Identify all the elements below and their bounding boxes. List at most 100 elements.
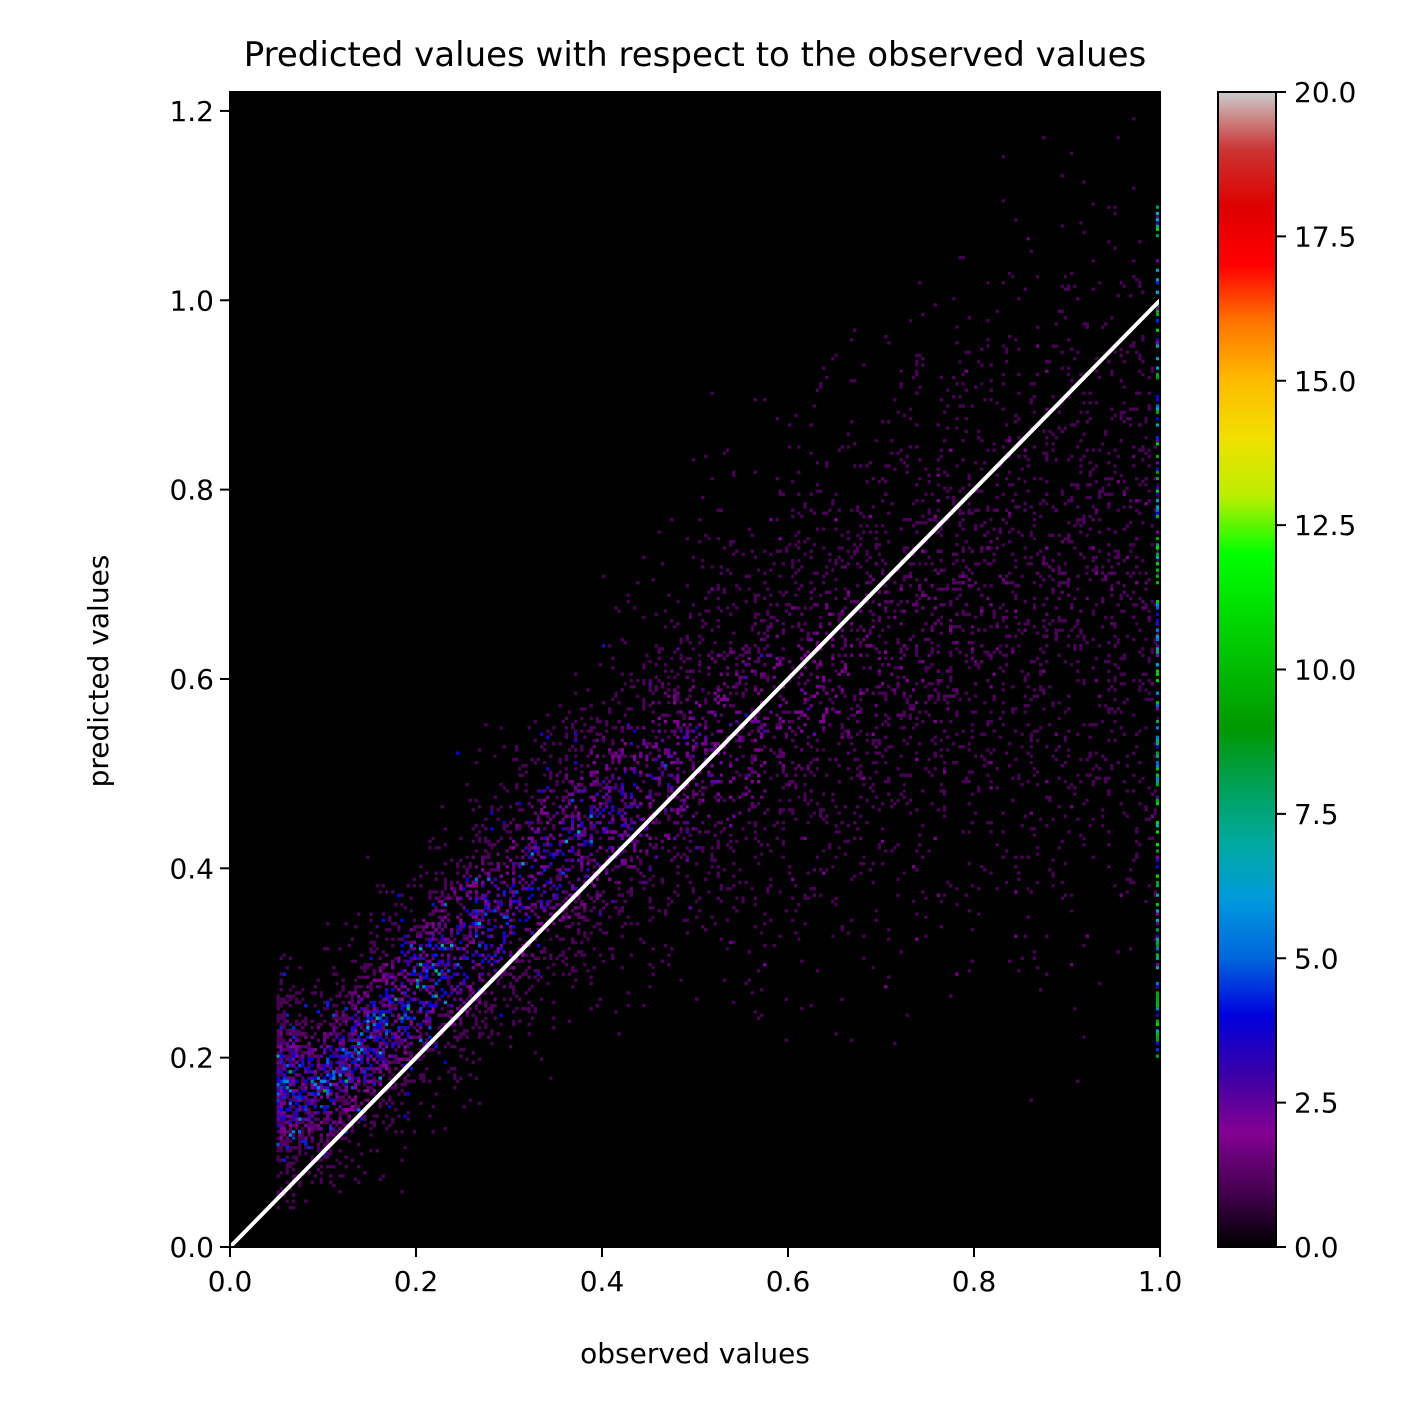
heatmap-cell (1029, 530, 1033, 534)
heatmap-cell (378, 994, 382, 998)
heatmap-cell (896, 637, 900, 642)
heatmap-cell (502, 821, 506, 825)
heatmap-cell (332, 1029, 336, 1033)
heatmap-cell (778, 489, 782, 493)
heatmap-cell (1153, 789, 1157, 793)
heatmap-cell (639, 849, 643, 853)
heatmap-cell (1156, 495, 1160, 500)
heatmap-cell (1029, 745, 1033, 749)
heatmap-cell (431, 890, 435, 894)
heatmap-cell (1057, 716, 1061, 720)
heatmap-cell (784, 735, 788, 739)
heatmap-cell (735, 896, 739, 900)
heatmap-cell (967, 546, 971, 550)
heatmap-cell (567, 947, 571, 951)
heatmap-cell (1001, 344, 1005, 348)
heatmap-cell (853, 874, 857, 878)
heatmap-cell (871, 966, 875, 970)
heatmap-cell (939, 738, 943, 743)
heatmap-cell (791, 562, 795, 566)
heatmap-cell (344, 1022, 348, 1027)
heatmap-cell (1088, 824, 1092, 828)
heatmap-cell (561, 899, 565, 904)
heatmap-cell (366, 1051, 370, 1055)
heatmap-cell (574, 805, 578, 809)
heatmap-cell (1129, 423, 1133, 427)
heatmap-cell (285, 1070, 289, 1074)
heatmap-cell (1070, 893, 1074, 897)
heatmap-cell (822, 849, 826, 853)
heatmap-cell (456, 915, 460, 919)
heatmap-cell (989, 518, 993, 522)
heatmap-cell (815, 802, 819, 806)
heatmap-cell (825, 868, 829, 872)
heatmap-cell (468, 1007, 472, 1011)
heatmap-cell (639, 789, 643, 793)
heatmap-cell (1144, 420, 1148, 424)
heatmap-cell (881, 723, 885, 727)
heatmap-cell (397, 956, 401, 960)
heatmap-cell (558, 937, 562, 941)
heatmap-cell (905, 552, 909, 556)
heatmap-cell (884, 562, 888, 566)
heatmap-cell (701, 559, 705, 563)
heatmap-cell (843, 596, 847, 601)
heatmap-cell (478, 975, 482, 979)
heatmap-cell (902, 783, 906, 787)
heatmap-cell (363, 975, 367, 979)
heatmap-cell (372, 1114, 376, 1118)
heatmap-cell (1088, 578, 1092, 582)
heatmap-cell (738, 682, 742, 686)
heatmap-cell (970, 625, 974, 629)
heatmap-cell (837, 742, 841, 746)
heatmap-cell (915, 751, 919, 755)
heatmap-cell (871, 644, 875, 648)
heatmap-cell (1008, 271, 1012, 276)
heatmap-cell (555, 795, 559, 799)
heatmap-cell (381, 1057, 385, 1061)
heatmap-cell (335, 1123, 339, 1128)
heatmap-cell (664, 609, 668, 613)
heatmap-cell (341, 1120, 345, 1124)
heatmap-cell (567, 849, 571, 853)
heatmap-cell (974, 660, 978, 664)
heatmap-cell (310, 1114, 314, 1118)
heatmap-cell (840, 559, 844, 563)
heatmap-cell (1138, 780, 1142, 784)
heatmap-cell (1011, 590, 1015, 594)
heatmap-cell (874, 685, 878, 689)
heatmap-cell (688, 612, 692, 616)
heatmap-cell (983, 650, 987, 654)
heatmap-cell (431, 909, 435, 913)
heatmap-cell (363, 1114, 367, 1118)
heatmap-cell (474, 934, 478, 938)
heatmap-cell (285, 1199, 289, 1203)
heatmap-cell (924, 593, 928, 597)
heatmap-cell (549, 1076, 553, 1080)
heatmap-cell (664, 625, 668, 629)
heatmap-cell (657, 530, 661, 534)
heatmap-cell (884, 584, 888, 588)
heatmap-cell (977, 587, 981, 591)
heatmap-cell (292, 1130, 296, 1134)
heatmap-cell (791, 574, 795, 578)
heatmap-cell (912, 502, 916, 506)
heatmap-cell (667, 701, 671, 705)
heatmap-cell (1085, 571, 1089, 575)
heatmap-cell (846, 729, 850, 733)
heatmap-cell (614, 691, 618, 695)
heatmap-cell (977, 360, 981, 364)
heatmap-cell (326, 1117, 330, 1121)
heatmap-cell (422, 925, 426, 929)
heatmap-cell (834, 710, 838, 714)
heatmap-cell (908, 319, 912, 323)
heatmap-cell (1144, 726, 1148, 730)
heatmap-cell (698, 669, 702, 673)
heatmap-cell (707, 871, 711, 875)
heatmap-cell (602, 786, 606, 790)
heatmap-cell (729, 761, 733, 765)
heatmap-cell (977, 663, 981, 667)
heatmap-cell (918, 477, 922, 481)
heatmap-cell (459, 947, 463, 951)
heatmap-cell (574, 808, 578, 812)
